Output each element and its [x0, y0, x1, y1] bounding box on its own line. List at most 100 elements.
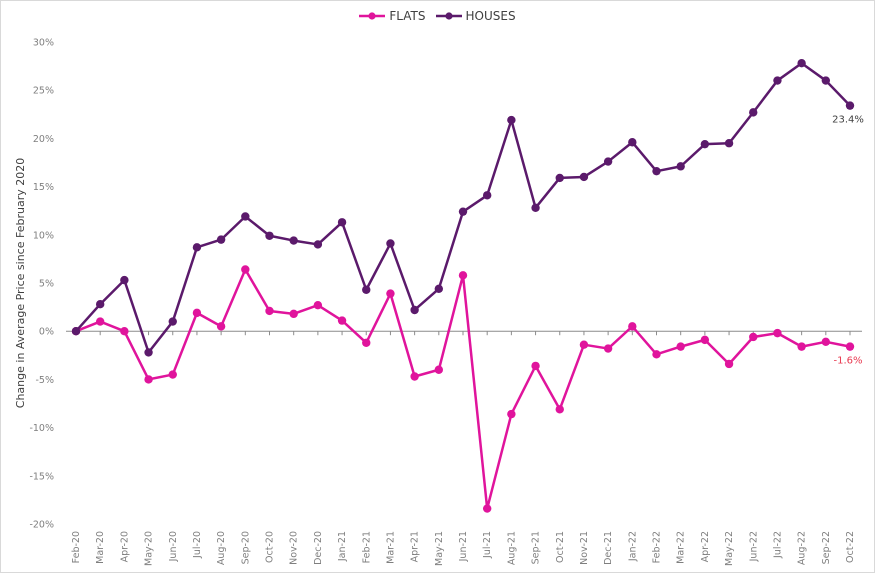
data-point-houses	[95, 300, 105, 309]
x-tick-label: Oct-21	[555, 531, 566, 563]
x-tick-label: Oct-20	[265, 531, 276, 563]
data-point-flats	[724, 359, 734, 369]
legend: FLATS HOUSES	[0, 9, 875, 23]
data-point-flats	[531, 361, 540, 371]
data-point-houses	[120, 275, 129, 285]
x-tick-label: Jul-20	[192, 531, 203, 559]
data-point-flats	[628, 322, 637, 331]
data-point-flats	[337, 316, 347, 325]
end-label-houses: 23.4%	[832, 115, 864, 126]
y-tick-labels: 30% 25% 20% 15% 10% 5% 0% -5% -10% -15% -20%	[29, 38, 54, 531]
x-tick-label: Feb-22	[652, 531, 663, 563]
data-point-flats	[652, 350, 661, 359]
legend-swatch-houses	[435, 12, 462, 20]
data-point-flats	[241, 265, 250, 274]
x-tick-label: Feb-20	[71, 531, 82, 563]
data-point-flats	[192, 308, 202, 318]
x-tick-label: Mar-22	[676, 531, 687, 564]
x-tick-label: Nov-21	[579, 531, 590, 565]
data-point-flats	[845, 342, 855, 351]
data-point-flats	[216, 322, 226, 331]
x-tick-label: Jul-21	[482, 531, 493, 559]
y-tick-label: 5%	[39, 279, 54, 290]
data-point-houses	[362, 285, 371, 294]
y-tick-label: -10%	[29, 423, 54, 434]
x-tick-label: Sep-22	[821, 531, 832, 564]
x-tick-label: Jun-21	[458, 531, 469, 562]
data-point-houses	[724, 139, 734, 148]
data-point-houses	[241, 212, 250, 221]
x-tick-label: Aug-20	[216, 531, 227, 565]
data-point-flats	[168, 370, 177, 379]
data-point-houses	[265, 231, 274, 240]
data-point-houses	[313, 240, 323, 249]
data-point-flats	[458, 271, 468, 280]
data-point-flats	[362, 338, 371, 347]
x-tick-label: May-21	[434, 531, 445, 566]
y-tick-label: 0%	[39, 327, 54, 338]
end-label-flats: -1.6%	[833, 356, 862, 367]
data-point-flats	[749, 332, 758, 342]
x-tick-label: Apr-21	[410, 531, 421, 562]
x-tick-label: Jan-22	[627, 531, 638, 562]
series-layer: -1.6% 23.4%	[71, 59, 864, 513]
data-point-flats	[120, 327, 129, 336]
data-point-flats	[773, 328, 782, 338]
series-houses: 23.4%	[71, 59, 864, 357]
x-tick-label: May-22	[724, 531, 735, 566]
x-tick-label: Oct-22	[845, 531, 856, 563]
data-point-houses	[700, 139, 710, 149]
x-tick-label: Mar-20	[95, 531, 106, 564]
data-point-houses	[603, 157, 613, 166]
legend-label-houses: HOUSES	[465, 9, 516, 23]
data-point-flats	[821, 337, 831, 347]
y-tick-label: -15%	[29, 471, 54, 482]
x-tick-label: Aug-22	[797, 531, 808, 565]
data-point-houses	[71, 327, 81, 336]
x-tick-label: Aug-21	[506, 531, 517, 565]
x-tick-label: Jun-22	[748, 531, 759, 562]
data-point-houses	[821, 76, 831, 85]
data-point-houses	[192, 243, 202, 252]
data-point-houses	[555, 173, 564, 183]
legend-label-flats: FLATS	[389, 9, 426, 23]
data-point-flats	[265, 306, 274, 316]
data-point-houses	[410, 305, 419, 315]
data-point-houses	[845, 101, 855, 110]
y-axis-label-group: Change in Average Price since February 2…	[14, 158, 27, 408]
data-point-flats	[95, 317, 105, 326]
data-point-houses	[652, 166, 661, 176]
x-tick-label: May-20	[144, 531, 155, 566]
x-tick-label: Sep-20	[240, 531, 251, 564]
x-axis	[66, 330, 862, 336]
data-point-houses	[507, 115, 516, 125]
x-tick-label: Feb-21	[361, 531, 372, 563]
data-point-houses	[337, 218, 347, 227]
data-point-houses	[797, 59, 806, 68]
data-point-flats	[434, 365, 444, 374]
legend-item-houses: HOUSES	[435, 9, 516, 23]
data-point-flats	[603, 344, 613, 353]
data-point-flats	[144, 375, 153, 384]
x-tick-label: Dec-20	[313, 531, 324, 565]
legend-swatch-flats	[359, 12, 386, 20]
data-point-houses	[628, 138, 637, 147]
y-tick-label: -20%	[29, 520, 54, 531]
data-point-flats	[386, 289, 395, 298]
data-point-flats	[313, 300, 323, 310]
y-tick-label: 20%	[33, 134, 54, 145]
legend-item-flats: FLATS	[359, 9, 426, 23]
data-point-flats	[482, 504, 492, 513]
x-tick-label: Jan-21	[337, 531, 348, 562]
data-point-houses	[168, 317, 177, 326]
data-point-flats	[289, 309, 298, 319]
data-point-flats	[700, 335, 710, 345]
data-point-houses	[289, 236, 298, 245]
data-point-houses	[458, 207, 468, 216]
x-tick-label: Nov-20	[289, 531, 300, 565]
y-tick-label: -5%	[36, 375, 55, 386]
x-tick-label: Jul-22	[772, 531, 783, 559]
series-flats: -1.6%	[71, 265, 863, 513]
data-point-houses	[773, 76, 782, 85]
